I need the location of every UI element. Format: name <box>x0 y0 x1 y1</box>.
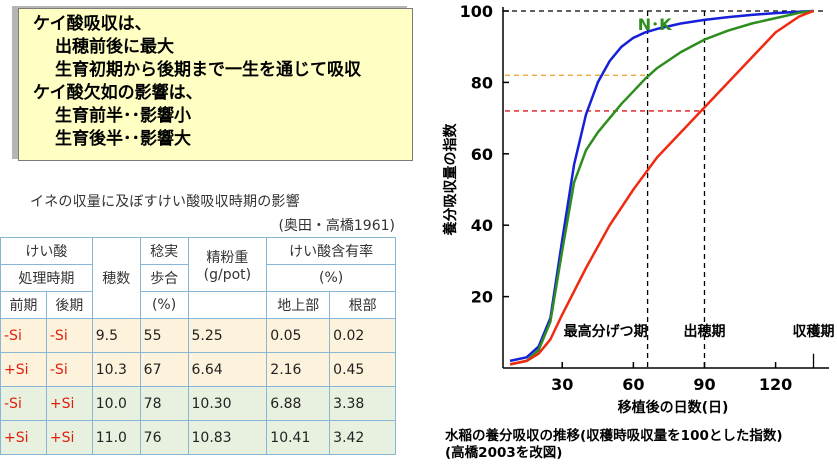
cell-shoot: 0.05 <box>266 318 331 353</box>
header-text: 精粉重 <box>206 249 249 266</box>
y-tick-label: 20 <box>471 288 493 307</box>
cell-root: 0.02 <box>329 318 396 353</box>
cell-panicles: 9.5 <box>91 318 141 353</box>
reference-lines: 最高分げつ期 出穂期 収穫期 <box>503 10 835 368</box>
summary-line: 生育前半･･影響小 <box>55 106 191 126</box>
cell-root: 0.45 <box>329 352 396 387</box>
summary-line: 出穂前後に最大 <box>55 37 174 57</box>
growth-stage-label: 最高分げつ期 <box>564 323 648 340</box>
chart-labels: PN･Kけい酸 <box>606 0 673 34</box>
header-root: 根部 <box>329 291 396 319</box>
summary-box: ケイ酸吸収は、 出穂前後に最大 生育初期から後期まで一生を通じて吸収 ケイ酸欠如… <box>18 8 413 161</box>
cell-late: +Si <box>45 420 93 455</box>
caption-line: 水稲の養分吸収の推移(収穫時吸収量を100とした指数) <box>445 428 783 444</box>
cell-weight: 6.64 <box>187 352 268 387</box>
header-early: 前期 <box>0 291 47 319</box>
cell-shoot: 10.41 <box>266 420 331 455</box>
series-group <box>509 9 814 366</box>
table-source: (奥田・高橋1961) <box>278 218 395 234</box>
cell-panicles: 10.3 <box>91 352 141 387</box>
series-line <box>509 9 814 366</box>
summary-line: ケイ酸欠如の影響は、 <box>33 83 203 103</box>
header-treatment-timing: 処理時期 <box>0 264 93 292</box>
summary-box-shadow: ケイ酸吸収は、 出穂前後に最大 生育初期から後期まで一生を通じて吸収 ケイ酸欠如… <box>12 6 413 161</box>
header-weight: 精粉重 (g/pot) <box>187 237 268 292</box>
header-text: 稔実 <box>150 244 179 260</box>
header-text: (g/pot) <box>203 266 252 283</box>
x-tick-label: 120 <box>759 375 792 394</box>
growth-stage-label: 出穂期 <box>683 323 725 340</box>
y-tick-label: 100 <box>460 2 493 21</box>
header-shoot: 地上部 <box>266 291 331 319</box>
y-tick-label: 60 <box>471 145 493 164</box>
header-text: 穂数 <box>102 271 131 287</box>
cell-panicles: 10.0 <box>91 386 141 421</box>
cell-ripening: 76 <box>139 420 189 455</box>
series-label: N･K <box>638 15 672 34</box>
y-tick-label: 40 <box>471 216 493 235</box>
cell-late: -Si <box>45 352 93 387</box>
header-ripening-unit: (%) <box>139 291 189 319</box>
table-row: -Si -Si 9.5 55 5.25 0.05 0.02 <box>0 318 396 353</box>
y-tick-label: 80 <box>471 73 493 92</box>
summary-line: ケイ酸吸収は、 <box>33 14 152 34</box>
y-axis-title: 養分吸収量の指数 <box>442 123 459 237</box>
chart-caption: 水稲の養分吸収の推移(収穫時吸収量を100とした指数) (高橋2003を改図) <box>445 428 837 462</box>
cell-late: -Si <box>45 318 93 353</box>
header-panicles: 穂数 <box>91 237 141 319</box>
table-row: -Si +Si 10.0 78 10.30 6.88 3.38 <box>0 386 396 421</box>
header-text: 処理時期 <box>18 271 75 287</box>
x-tick-label: 90 <box>693 375 715 394</box>
cell-ripening: 67 <box>139 352 189 387</box>
si-effect-table: けい酸 穂数 稔実 精粉重 (g/pot) けい酸含有率 処理時期 歩合 (%) … <box>0 237 396 455</box>
header-treatment: けい酸 <box>0 237 93 265</box>
header-ripening-2: 歩合 <box>139 264 189 292</box>
cell-late: +Si <box>45 386 93 421</box>
header-si-content-unit: (%) <box>266 264 396 292</box>
table-title: イネの収量に及ぼすけい酸吸収時期の影響 <box>30 194 300 210</box>
cell-early: -Si <box>0 386 47 421</box>
caption-line: (高橋2003を改図) <box>445 445 563 461</box>
growth-stage-label: 収穫期 <box>793 323 835 340</box>
cell-early: +Si <box>0 420 47 455</box>
header-si-content: けい酸含有率 <box>266 237 396 265</box>
cell-weight: 5.25 <box>187 318 268 353</box>
x-tick-label: 30 <box>551 375 573 394</box>
header-late: 後期 <box>45 291 93 319</box>
header-text: けい酸 <box>25 244 68 260</box>
x-axis-title: 移植後の日数(日) <box>618 399 729 416</box>
header-ripening: 稔実 <box>139 237 189 265</box>
summary-line: 生育後半･･影響大 <box>55 129 191 149</box>
cell-weight: 10.83 <box>187 420 268 455</box>
cell-root: 3.42 <box>329 420 396 455</box>
series-label: P <box>606 0 618 2</box>
cell-shoot: 2.16 <box>266 352 331 387</box>
summary-line: 生育初期から後期まで一生を通じて吸収 <box>55 60 361 80</box>
nutrient-uptake-chart: 20 40 60 80 100 30 60 90 120 移植後の日数(日) 養分吸収量の指数 最高… <box>442 0 835 416</box>
x-tick-label: 60 <box>622 375 644 394</box>
cell-root: 3.38 <box>329 386 396 421</box>
header-text: 歩合 <box>150 271 179 287</box>
cell-shoot: 6.88 <box>266 386 331 421</box>
cell-early: +Si <box>0 352 47 387</box>
table-row: +Si +Si 11.0 76 10.83 10.41 3.42 <box>0 420 396 455</box>
series-line <box>509 9 814 366</box>
header-text: (%) <box>319 270 344 286</box>
header-text: けい酸含有率 <box>289 244 374 260</box>
cell-weight: 10.30 <box>187 386 268 421</box>
cell-ripening: 78 <box>139 386 189 421</box>
header-weight-blank <box>187 291 268 319</box>
cell-ripening: 55 <box>139 318 189 353</box>
cell-panicles: 11.0 <box>91 420 141 455</box>
table-row: +Si -Si 10.3 67 6.64 2.16 0.45 <box>0 352 396 387</box>
chart-axes: 20 40 60 80 100 30 60 90 120 移植後の日数(日) 養分吸収量の指数 <box>442 2 829 416</box>
cell-early: -Si <box>0 318 47 353</box>
